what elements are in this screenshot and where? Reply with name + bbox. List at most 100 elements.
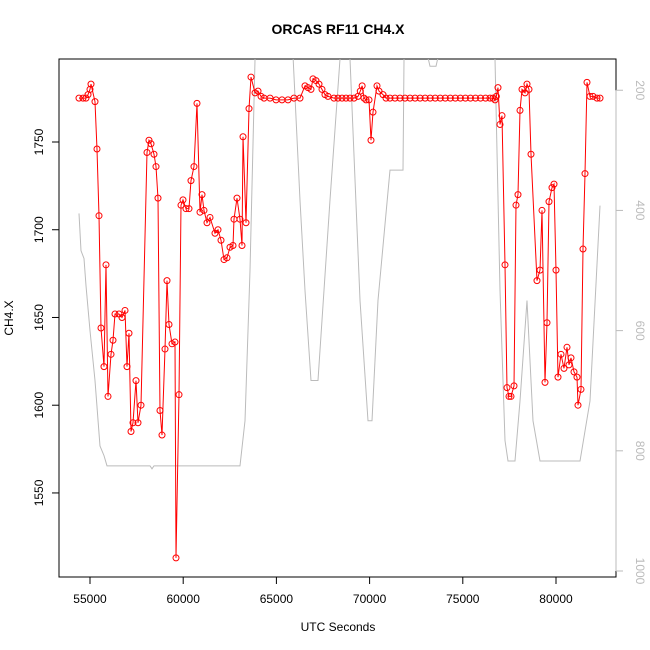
data-point (236, 215, 244, 223)
data-point (436, 94, 444, 102)
data-point (456, 94, 464, 102)
data-point (172, 554, 180, 562)
data-point (245, 105, 253, 113)
data-point (127, 428, 135, 436)
data-point (586, 92, 594, 100)
data-point (338, 94, 346, 102)
data-point (82, 94, 90, 102)
data-point (239, 133, 247, 141)
y2-tick-label: 600 (633, 321, 647, 341)
data-point (554, 373, 562, 381)
data-point (158, 431, 166, 439)
data-point (426, 94, 434, 102)
data-point (593, 94, 601, 102)
data-point (165, 320, 173, 328)
data-point (514, 191, 522, 199)
data-point (521, 89, 529, 97)
data-point (466, 94, 474, 102)
data-point (516, 106, 524, 114)
data-point (441, 94, 449, 102)
x-tick-label: 55000 (73, 592, 107, 606)
data-point (446, 94, 454, 102)
data-point (87, 80, 95, 88)
data-point (214, 226, 222, 234)
data-point (200, 206, 208, 214)
data-point (150, 150, 158, 158)
data-point (145, 136, 153, 144)
data-point (527, 150, 535, 158)
data-point (536, 266, 544, 274)
data-point (589, 92, 597, 100)
data-point (494, 84, 502, 92)
data-point (560, 364, 568, 372)
data-point (358, 82, 366, 90)
data-point (346, 94, 354, 102)
data-point (538, 206, 546, 214)
y2-tick-label: 400 (633, 200, 647, 220)
data-point (545, 198, 553, 206)
data-point (102, 261, 110, 269)
y2-tick-label: 800 (633, 441, 647, 461)
data-point (396, 94, 404, 102)
data-point (132, 377, 140, 385)
data-point (242, 219, 250, 227)
plot-frame (58, 58, 617, 578)
data-point (247, 73, 255, 81)
data-point (318, 85, 326, 93)
y2-tick-label: 1000 (633, 558, 647, 585)
data-point (507, 392, 515, 400)
y-tick-label: 1600 (32, 392, 46, 419)
data-point (91, 98, 99, 106)
data-point (118, 313, 126, 321)
data-point (137, 401, 145, 409)
data-point (109, 336, 117, 344)
data-point (451, 94, 459, 102)
data-point (203, 219, 211, 227)
data-point (198, 191, 206, 199)
data-point (223, 254, 231, 262)
data-point (217, 236, 225, 244)
data-point (134, 419, 142, 427)
data-point (533, 277, 541, 285)
data-point (121, 306, 129, 314)
data-point (175, 391, 183, 399)
data-point (79, 94, 87, 102)
data-point (233, 194, 241, 202)
data-point (350, 94, 358, 102)
data-point (143, 149, 151, 157)
data-point (550, 180, 558, 188)
data-point (107, 350, 115, 358)
data-point (570, 368, 578, 376)
x-axis-label: UTC Seconds (301, 620, 376, 634)
data-point (369, 108, 377, 116)
data-point (503, 384, 511, 392)
data-point (512, 201, 520, 209)
data-point (577, 385, 585, 393)
data-point (386, 94, 394, 102)
y2-tick-label: 200 (633, 80, 647, 100)
data-point (596, 94, 604, 102)
data-point (93, 145, 101, 153)
data-point (100, 363, 108, 371)
data-point (461, 94, 469, 102)
data-point (185, 205, 193, 213)
data-point (406, 94, 414, 102)
data-point (182, 205, 190, 213)
data-point (579, 245, 587, 253)
data-point (86, 85, 94, 93)
data-point (156, 406, 164, 414)
y-tick-label: 1550 (32, 479, 46, 506)
data-point (334, 94, 342, 102)
data-point (190, 163, 198, 171)
data-point (206, 213, 214, 221)
data-point (416, 94, 424, 102)
data-point (254, 87, 262, 95)
data-point (123, 363, 131, 371)
data-point (95, 212, 103, 220)
data-point (152, 163, 160, 171)
data-point (125, 329, 133, 337)
data-point (574, 401, 582, 409)
data-point (565, 361, 573, 369)
data-point (375, 87, 383, 95)
